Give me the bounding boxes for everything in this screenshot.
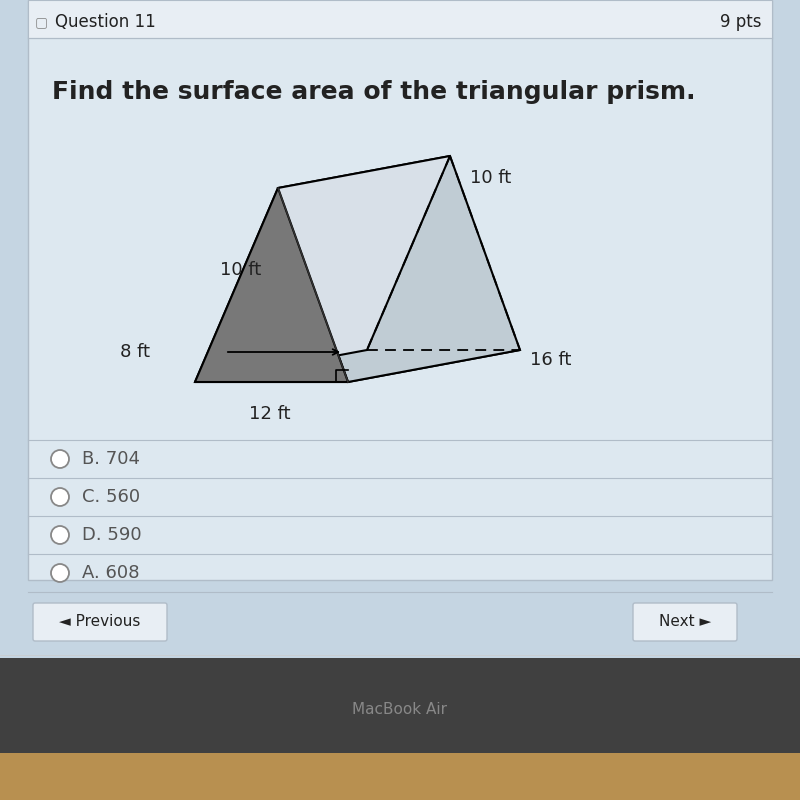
FancyBboxPatch shape — [633, 603, 737, 641]
Text: 10 ft: 10 ft — [220, 261, 262, 279]
FancyBboxPatch shape — [28, 0, 772, 580]
Circle shape — [51, 450, 69, 468]
FancyBboxPatch shape — [33, 603, 167, 641]
Polygon shape — [278, 156, 520, 382]
Circle shape — [51, 526, 69, 544]
Circle shape — [51, 564, 69, 582]
Text: 12 ft: 12 ft — [250, 405, 290, 423]
Text: B. 704: B. 704 — [82, 450, 140, 468]
Polygon shape — [195, 350, 520, 382]
Polygon shape — [195, 156, 450, 382]
Text: D. 590: D. 590 — [82, 526, 142, 544]
Text: Next ►: Next ► — [659, 614, 711, 630]
Text: ▢: ▢ — [35, 15, 48, 29]
Text: Question 11: Question 11 — [55, 13, 156, 31]
Bar — [0, 753, 800, 800]
Text: A. 608: A. 608 — [82, 564, 139, 582]
Circle shape — [51, 488, 69, 506]
Text: 9 pts: 9 pts — [721, 13, 762, 31]
Text: Find the surface area of the triangular prism.: Find the surface area of the triangular … — [52, 80, 695, 104]
Bar — [0, 658, 800, 753]
Text: C. 560: C. 560 — [82, 488, 140, 506]
Bar — [28, 0, 772, 38]
Text: ◄ Previous: ◄ Previous — [59, 614, 141, 630]
Text: MacBook Air: MacBook Air — [353, 702, 447, 718]
Text: 16 ft: 16 ft — [530, 351, 571, 369]
Text: 10 ft: 10 ft — [470, 169, 511, 187]
Polygon shape — [195, 188, 348, 382]
Text: 8 ft: 8 ft — [120, 343, 150, 361]
